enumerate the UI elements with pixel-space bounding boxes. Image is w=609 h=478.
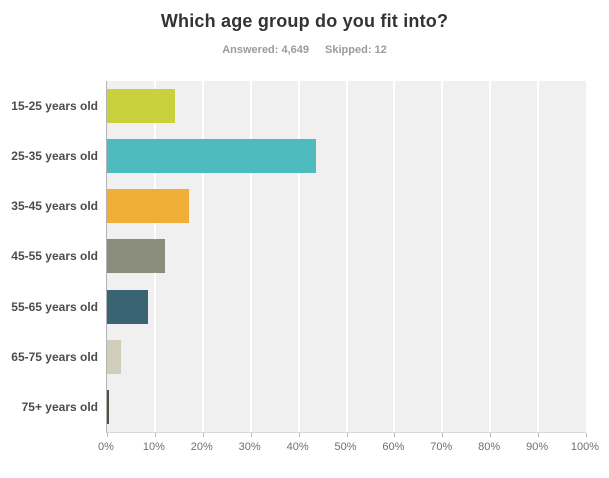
x-tick-label: 90%	[526, 441, 549, 453]
x-tick-label: 0%	[98, 441, 114, 453]
category-label: 75+ years old	[21, 399, 98, 414]
bar-row	[107, 81, 586, 131]
bar-25-35-years-old	[107, 139, 317, 174]
gridline	[489, 81, 492, 432]
gridline	[345, 81, 348, 432]
gridline	[537, 81, 540, 432]
bar-row	[107, 382, 586, 432]
x-tick-label: 50%	[334, 441, 357, 453]
category-label: 25-35 years old	[11, 149, 98, 164]
plot-area	[106, 81, 587, 437]
gridline	[297, 81, 300, 432]
x-axis-tick	[346, 433, 348, 437]
bar-45-55-years-old	[107, 239, 165, 274]
x-tick-label: 30%	[238, 441, 261, 453]
category-label: 35-45 years old	[11, 199, 98, 214]
x-tick-label: 40%	[286, 441, 309, 453]
x-axis-tick	[154, 433, 156, 437]
x-tick-label: 80%	[478, 441, 501, 453]
gridline	[249, 81, 252, 432]
x-tick-label: 100%	[570, 441, 600, 453]
x-axis-tick	[250, 433, 252, 437]
category-label: 65-75 years old	[11, 349, 98, 364]
category-label: 45-55 years old	[11, 249, 98, 264]
x-tick-label: 20%	[190, 441, 213, 453]
chart-subtitle: Answered: 4,649 Skipped: 12	[0, 44, 609, 56]
bar-35-45-years-old	[107, 189, 189, 224]
chart-title: Which age group do you fit into?	[160, 11, 449, 31]
x-axis-tick	[442, 433, 444, 437]
bar-row	[107, 231, 586, 281]
x-axis-tick	[107, 433, 108, 437]
x-axis-tick	[202, 433, 204, 437]
skipped-count: Skipped: 12	[325, 44, 387, 56]
gridline	[393, 81, 396, 432]
bar-row	[107, 181, 586, 231]
x-axis-tick	[298, 433, 300, 437]
x-tick-label: 70%	[430, 441, 453, 453]
bar-15-25-years-old	[107, 89, 176, 124]
x-tick-label: 10%	[142, 441, 165, 453]
gridline	[441, 81, 444, 432]
answered-count: Answered: 4,649	[222, 44, 310, 56]
bar-55-65-years-old	[107, 289, 148, 324]
bar-75plus-years-old	[107, 389, 109, 424]
bar-row	[107, 332, 586, 382]
category-label: 55-65 years old	[11, 299, 98, 314]
x-tick-label: 60%	[382, 441, 405, 453]
x-axis-tick	[490, 433, 492, 437]
bar-row	[107, 131, 586, 181]
bar-65-75-years-old	[107, 339, 121, 374]
x-axis-tick	[586, 433, 587, 437]
category-label: 15-25 years old	[11, 99, 98, 114]
x-axis-tick	[394, 433, 396, 437]
x-axis-tick-labels: 0% 10% 20% 30% 40% 50% 60% 70% 80% 90% 100%	[98, 441, 599, 457]
gridline	[201, 81, 204, 432]
bar-row	[107, 282, 586, 332]
x-axis-tick	[538, 433, 540, 437]
y-axis-labels: 15-25 years old 25-35 years old 35-45 year…	[0, 81, 98, 432]
